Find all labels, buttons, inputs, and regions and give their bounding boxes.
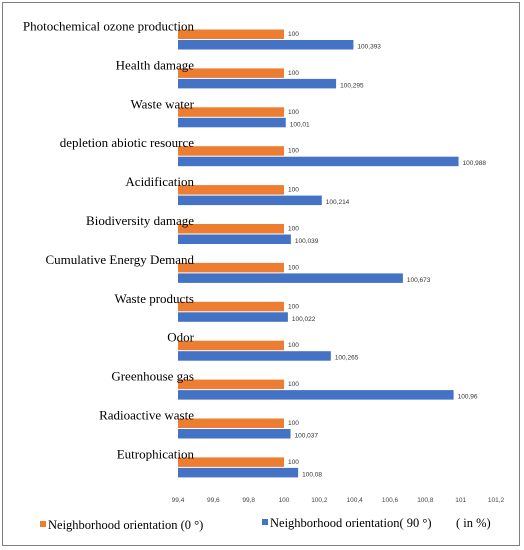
bar-series-1-photochemical-ozone-production bbox=[178, 40, 354, 50]
bar-series-0-eutrophication bbox=[178, 457, 284, 467]
x-tick-label: 100,8 bbox=[417, 497, 434, 504]
bar-series-1-greenhouse-gas bbox=[178, 390, 454, 400]
data-label-series-0-cumulative-energy-demand: 100 bbox=[288, 264, 299, 271]
data-label-series-1-biodiversity-damage: 100,039 bbox=[295, 238, 319, 245]
category-label-depletion-abiotic-resource: depletion abiotic resource bbox=[60, 135, 195, 150]
bar-series-1-eutrophication bbox=[178, 467, 299, 478]
legend-swatch-series-1 bbox=[262, 519, 268, 525]
bar-series-1-acidification bbox=[178, 195, 322, 206]
bar-series-1-health-damage bbox=[178, 78, 337, 89]
data-label-series-0-odor: 100 bbox=[288, 342, 299, 349]
unit-note: ( in %) bbox=[456, 516, 491, 530]
data-label-series-1-greenhouse-gas: 100,96 bbox=[458, 394, 478, 401]
x-tick-label: 99,8 bbox=[242, 497, 255, 504]
bars-layer bbox=[178, 29, 459, 478]
category-label-waste-products: Waste products bbox=[115, 291, 194, 306]
category-label-cumulative-energy-demand: Cumulative Energy Demand bbox=[45, 252, 194, 267]
bar-series-0-cumulative-energy-demand bbox=[178, 262, 284, 273]
bar-series-1-depletion-abiotic-resource bbox=[178, 156, 459, 167]
data-label-series-0-acidification: 100 bbox=[288, 187, 299, 194]
data-label-series-0-health-damage: 100 bbox=[288, 70, 299, 77]
data-label-series-1-photochemical-ozone-production: 100,393 bbox=[357, 44, 381, 51]
category-label-radioactive-waste: Radioactive waste bbox=[99, 408, 194, 423]
data-label-series-0-depletion-abiotic-resource: 100 bbox=[288, 148, 299, 155]
category-label-acidification: Acidification bbox=[125, 174, 194, 189]
figure-frame bbox=[2, 2, 520, 546]
category-label-health-damage: Health damage bbox=[116, 57, 195, 72]
data-label-series-1-eutrophication: 100,08 bbox=[302, 471, 322, 478]
bar-series-1-waste-products bbox=[178, 312, 288, 322]
data-label-series-1-health-damage: 100,295 bbox=[340, 82, 364, 89]
category-label-eutrophication: Eutrophication bbox=[117, 446, 195, 461]
bar-series-0-health-damage bbox=[178, 68, 284, 78]
legend-swatch-series-0 bbox=[40, 521, 46, 527]
legend-label-series-1: Neighborhood orientation( 90 °) bbox=[270, 516, 432, 530]
category-label-biodiversity-damage: Biodiversity damage bbox=[86, 213, 194, 228]
category-label-photochemical-ozone-production: Photochemical ozone production bbox=[23, 19, 195, 34]
bar-series-1-waste-water bbox=[178, 117, 286, 128]
data-label-series-0-waste-water: 100 bbox=[288, 109, 299, 116]
x-axis: 99,4 99,6 99,8 100 100,2 100,4 100,6 100,8 101 10… bbox=[172, 497, 505, 504]
x-tick-label: 100,6 bbox=[382, 497, 399, 504]
bar-series-1-radioactive-waste bbox=[178, 429, 291, 439]
x-tick-label: 99,6 bbox=[207, 497, 220, 504]
data-label-series-0-eutrophication: 100 bbox=[288, 459, 299, 466]
category-label-greenhouse-gas: Greenhouse gas bbox=[111, 369, 194, 384]
bar-series-0-acidification bbox=[178, 185, 284, 195]
x-tick-label: 101,2 bbox=[488, 497, 505, 504]
bar-series-1-odor bbox=[178, 351, 331, 361]
x-tick-label: 99,4 bbox=[172, 497, 185, 504]
data-label-series-1-depletion-abiotic-resource: 100,988 bbox=[463, 160, 487, 167]
data-label-series-0-waste-products: 100 bbox=[288, 303, 299, 310]
category-label-odor: Odor bbox=[167, 330, 194, 345]
bar-series-0-waste-water bbox=[178, 107, 284, 117]
bar-series-1-biodiversity-damage bbox=[178, 234, 291, 244]
labels-layer: Photochemical ozone production 100 100,393… bbox=[23, 19, 487, 479]
bar-series-0-odor bbox=[178, 340, 284, 351]
category-label-waste-water: Waste water bbox=[130, 96, 194, 111]
data-label-series-1-odor: 100,265 bbox=[335, 355, 359, 362]
data-label-series-1-cumulative-energy-demand: 100,673 bbox=[407, 277, 431, 284]
data-label-series-1-waste-products: 100,022 bbox=[292, 316, 316, 323]
bar-series-0-greenhouse-gas bbox=[178, 379, 284, 390]
data-label-series-0-photochemical-ozone-production: 100 bbox=[288, 31, 299, 38]
bar-series-0-radioactive-waste bbox=[178, 418, 284, 428]
legend-label-series-0: Neighborhood orientation (0 °) bbox=[48, 518, 203, 532]
legend: Neighborhood orientation (0 °) Neighborho… bbox=[40, 516, 491, 532]
data-label-series-1-acidification: 100,214 bbox=[326, 199, 350, 206]
bar-series-1-cumulative-energy-demand bbox=[178, 273, 403, 283]
x-tick-label: 101 bbox=[455, 497, 466, 504]
data-label-series-1-waste-water: 100,01 bbox=[290, 121, 310, 128]
bar-series-0-photochemical-ozone-production bbox=[178, 29, 284, 39]
data-label-series-0-biodiversity-damage: 100 bbox=[288, 226, 299, 233]
x-tick-label: 100 bbox=[279, 497, 290, 504]
bar-series-0-biodiversity-damage bbox=[178, 224, 284, 234]
x-tick-label: 100,4 bbox=[347, 497, 364, 504]
data-label-series-0-radioactive-waste: 100 bbox=[288, 420, 299, 427]
data-label-series-1-radioactive-waste: 100,037 bbox=[295, 433, 319, 440]
x-tick-label: 100,2 bbox=[311, 497, 328, 504]
data-label-series-0-greenhouse-gas: 100 bbox=[288, 381, 299, 388]
bar-series-0-waste-products bbox=[178, 301, 284, 312]
bar-series-0-depletion-abiotic-resource bbox=[178, 146, 284, 156]
